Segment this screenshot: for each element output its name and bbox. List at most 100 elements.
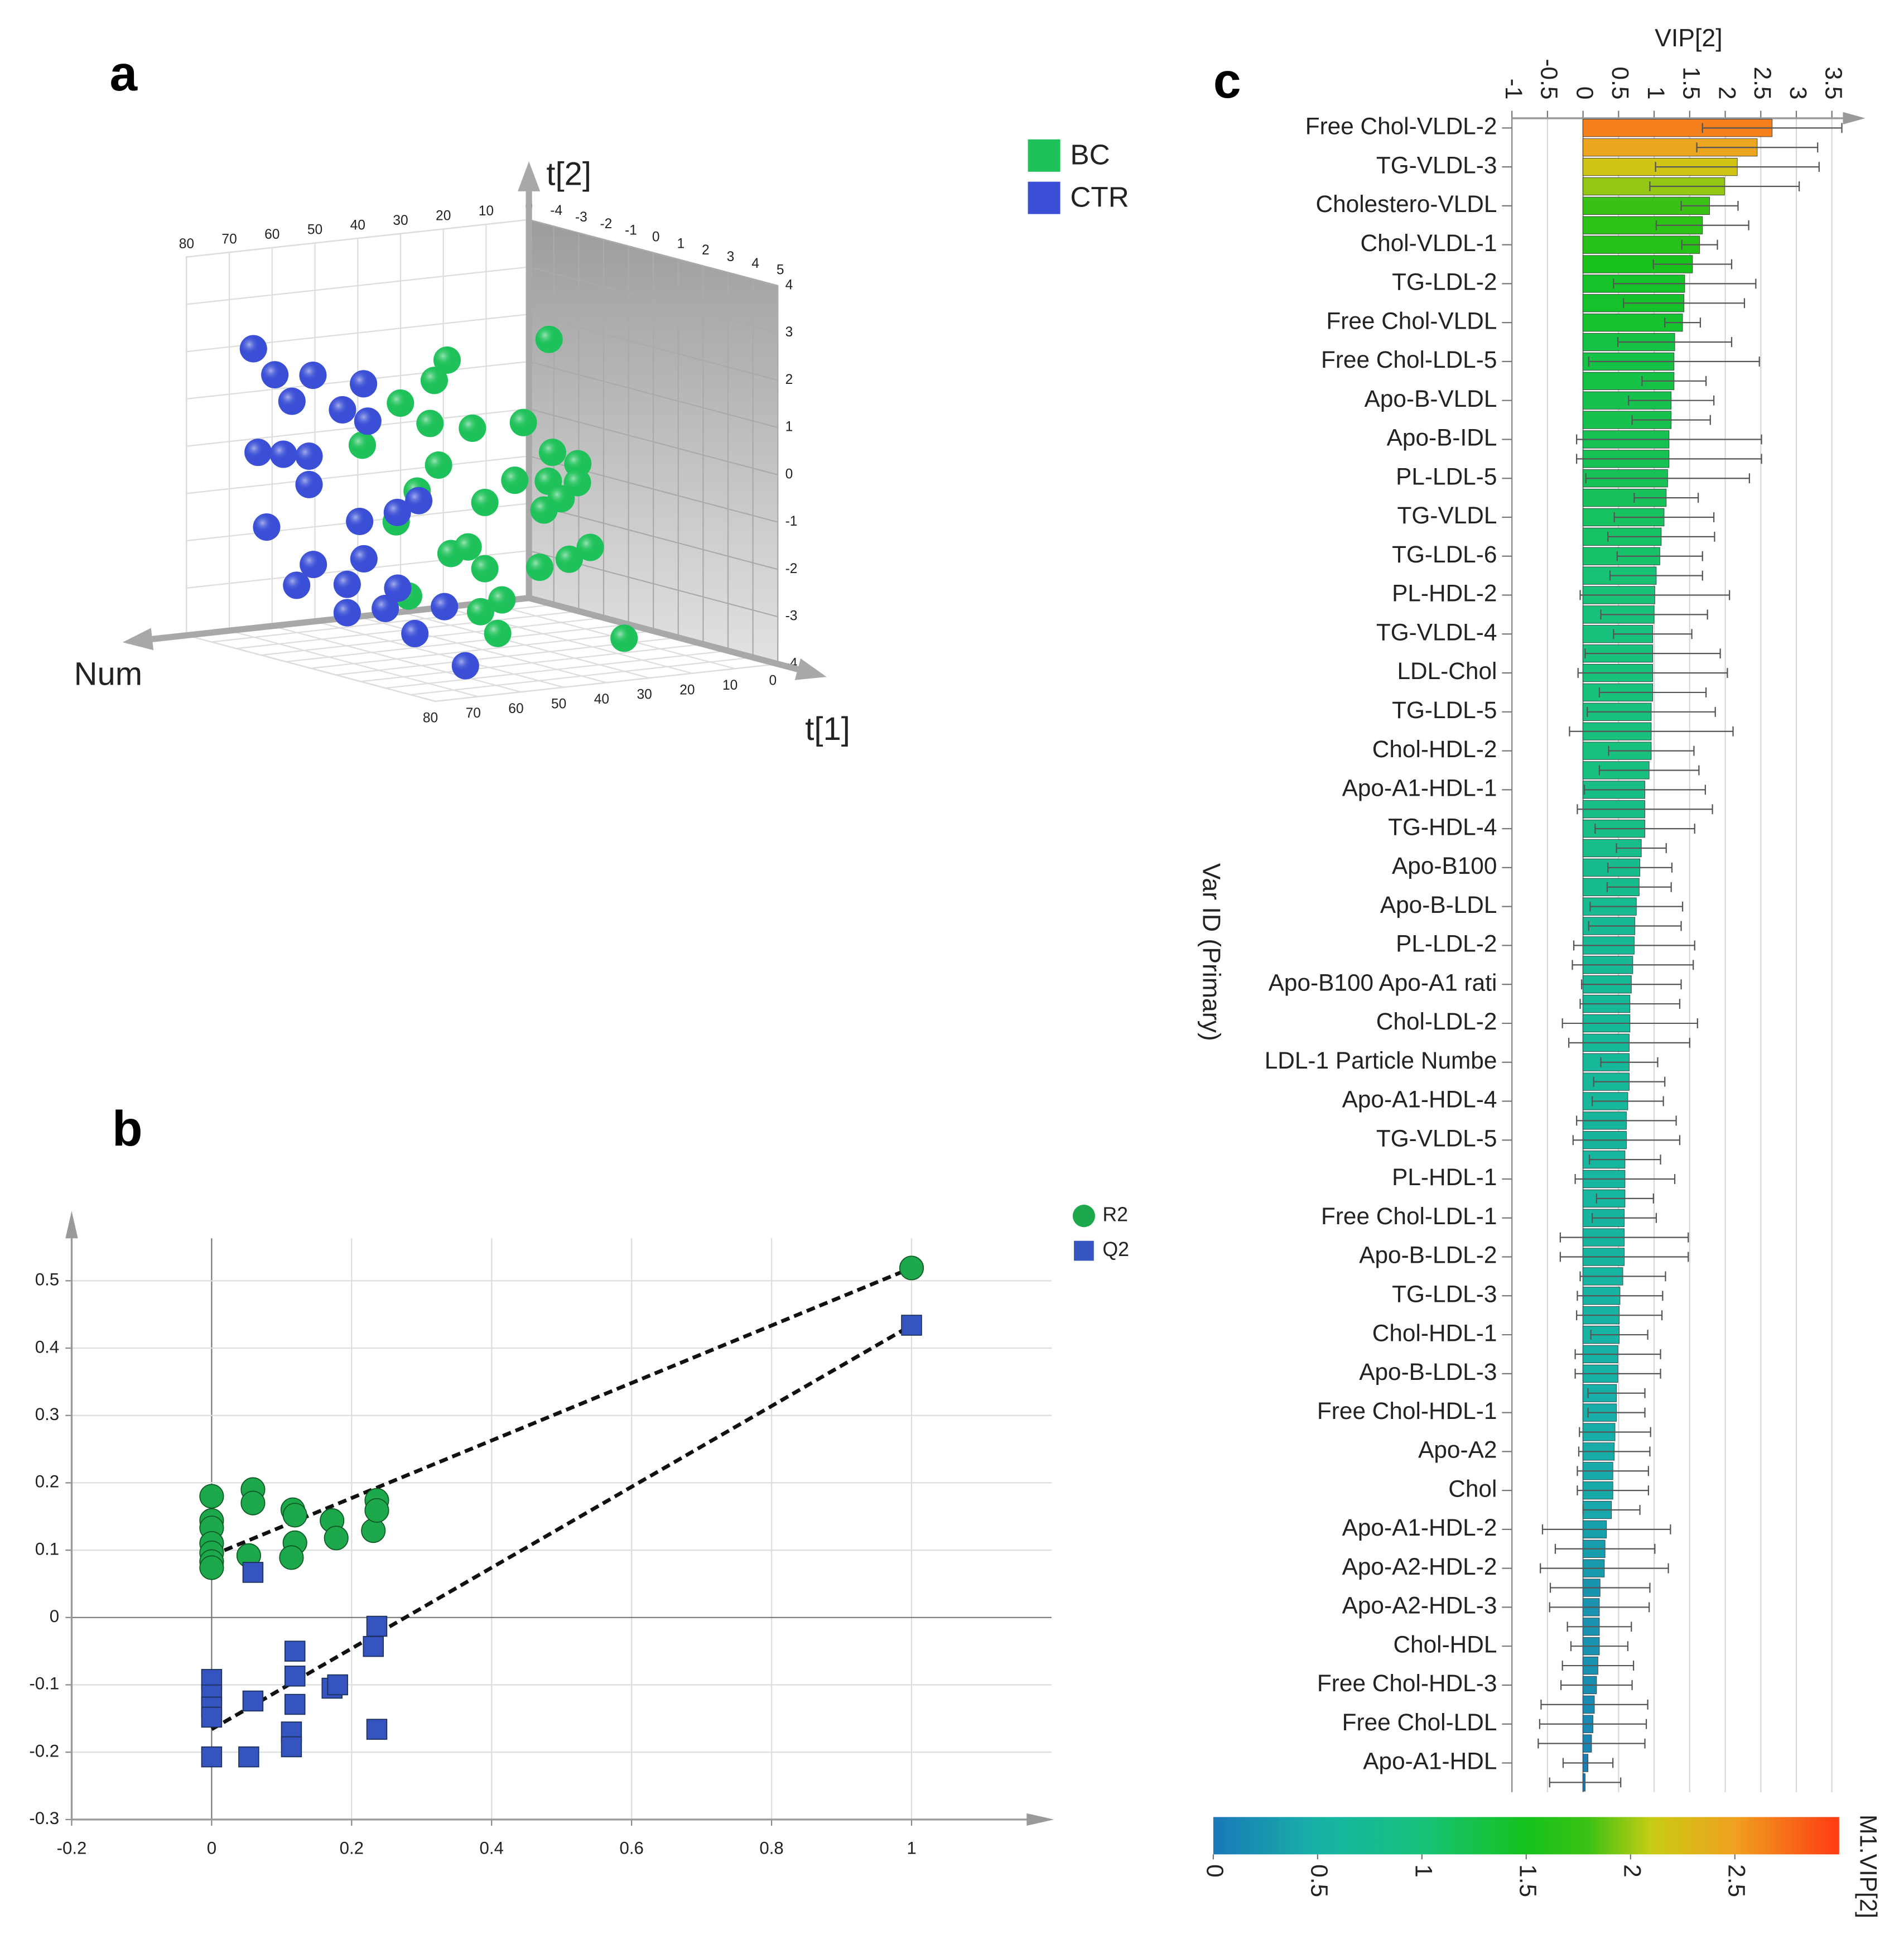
point	[201, 1706, 223, 1728]
point-shine	[300, 551, 327, 579]
y-tick-label: Free Chol-VLDL-2	[1305, 113, 1497, 139]
point-shine	[535, 325, 563, 353]
legend-label: BC	[1070, 139, 1110, 171]
point	[364, 1498, 389, 1523]
grid-line	[528, 503, 778, 570]
point-shine	[261, 361, 289, 389]
y-tick-label: Free Chol-LDL	[1342, 1709, 1497, 1735]
point-shine	[295, 442, 323, 470]
y-tick-label: 0.2	[35, 1472, 59, 1491]
legend-swatch	[1028, 181, 1061, 214]
y-tick-label: Apo-A2-HDL-3	[1342, 1592, 1497, 1619]
y-tick-label: Apo-B-LDL-2	[1359, 1242, 1497, 1268]
point	[282, 1503, 307, 1528]
point	[240, 1490, 266, 1515]
z-tick-label: 50	[551, 696, 566, 711]
z-tick-label: 40	[594, 692, 609, 707]
x-tick-label: 4	[751, 256, 759, 271]
colorbar-tick-label: 1.5	[1515, 1864, 1541, 1897]
colorbar-tick-label: 0.5	[1307, 1864, 1333, 1897]
y-tick-label: -3	[785, 609, 798, 624]
y-tick-label: PL-LDL-5	[1396, 463, 1497, 489]
point-shine	[372, 594, 399, 623]
grid-line	[528, 314, 778, 381]
y-tick-label: 1	[785, 420, 793, 435]
y-tick-label: -1	[785, 514, 798, 529]
point-shine	[348, 431, 376, 459]
point-shine	[350, 370, 378, 398]
y-tick-label: 0.1	[35, 1539, 59, 1558]
fit-line	[211, 1266, 913, 1557]
point-shine	[526, 554, 553, 581]
x-tick-label: 3.5	[1821, 67, 1847, 100]
point	[284, 1693, 306, 1715]
x-tick-label: -0.5	[1536, 59, 1563, 99]
point-shine	[269, 440, 297, 468]
fit-line	[210, 1324, 913, 1731]
z-tick-label: 70	[466, 706, 481, 721]
point-shine	[488, 586, 516, 614]
colorbar-title: M1.VIP[2]	[1855, 1815, 1882, 1918]
x-axis-arrow	[1843, 112, 1866, 125]
y-tick-label: Apo-A1-HDL-4	[1342, 1086, 1497, 1113]
point-shine	[299, 361, 327, 389]
z-tick-label: 20	[436, 209, 451, 224]
point-shine	[416, 410, 444, 437]
point-shine	[333, 599, 361, 627]
point	[324, 1526, 349, 1551]
z-tick-label: 0	[769, 673, 777, 689]
z-tick-label: 70	[221, 232, 237, 247]
grid-line	[229, 630, 479, 697]
y-tick-label: 0.3	[35, 1404, 59, 1424]
point-shine	[471, 555, 499, 583]
grid-line	[272, 625, 522, 693]
y-tick-label: 0	[785, 466, 793, 482]
z-tick-label: 60	[508, 701, 523, 716]
point-shine	[484, 619, 512, 647]
y-tick-label: Free Chol-VLDL	[1326, 307, 1497, 334]
y-tick-label: TG-HDL-4	[1388, 814, 1497, 840]
point	[366, 1719, 388, 1740]
point-shine	[253, 513, 281, 541]
panel-label: a	[110, 45, 138, 101]
point	[901, 1315, 922, 1336]
x-axis-title: t[1]	[805, 711, 850, 747]
point-shine	[354, 407, 382, 435]
y-tick-label: Apo-B-IDL	[1387, 425, 1497, 451]
point-shine	[420, 367, 448, 394]
point-shine	[451, 652, 479, 680]
grid-line	[528, 408, 778, 475]
y-tick-label: Free Chol-HDL-3	[1317, 1670, 1497, 1696]
y-tick-label: TG-LDL-6	[1392, 541, 1497, 567]
colorbar-tick-label: 2.5	[1724, 1864, 1750, 1897]
y-tick-label: TG-LDL-5	[1392, 697, 1497, 723]
x-tick-label: 1	[907, 1839, 916, 1858]
y-tick-label: Apo-A1-HDL	[1363, 1748, 1497, 1774]
x-tick-label: 0.5	[1607, 67, 1633, 100]
point	[242, 1690, 264, 1712]
colorbar-tick-label: 2	[1619, 1864, 1646, 1878]
x-axis-arrow	[528, 595, 799, 672]
z-tick-label: 10	[722, 678, 738, 693]
legend-swatch	[1028, 139, 1061, 172]
x-tick-label: 0.6	[619, 1839, 643, 1858]
x-tick-label: -0.2	[57, 1839, 87, 1858]
y-tick-label: TG-VLDL-3	[1376, 152, 1497, 178]
y-tick-label: Chol-HDL	[1393, 1631, 1497, 1657]
y-tick-label: Free Chol-LDL-1	[1321, 1203, 1497, 1229]
x-tick-label: 0.2	[340, 1839, 364, 1858]
point	[199, 1484, 224, 1509]
point-shine	[278, 387, 306, 415]
grid-line	[186, 634, 436, 702]
point	[201, 1746, 223, 1768]
point	[363, 1635, 384, 1657]
point-shine	[466, 598, 494, 626]
point-shine	[295, 470, 323, 498]
y-tick-label: 4	[785, 277, 793, 292]
point	[284, 1640, 306, 1662]
point	[327, 1674, 348, 1696]
z-axis-arrow-head	[122, 628, 154, 651]
point-shine	[239, 335, 267, 363]
y-tick-label: Apo-A2	[1418, 1437, 1497, 1463]
